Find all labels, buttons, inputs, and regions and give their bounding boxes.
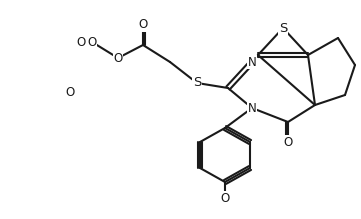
- Text: N: N: [248, 101, 256, 115]
- Text: O: O: [113, 51, 123, 65]
- Text: S: S: [193, 76, 201, 90]
- Text: O: O: [220, 191, 230, 205]
- Text: N: N: [248, 55, 256, 69]
- Text: S: S: [279, 21, 287, 35]
- Text: O: O: [138, 18, 148, 32]
- Text: O: O: [87, 35, 97, 48]
- Text: O: O: [283, 136, 293, 148]
- Text: O: O: [65, 87, 75, 99]
- Text: O: O: [77, 35, 86, 48]
